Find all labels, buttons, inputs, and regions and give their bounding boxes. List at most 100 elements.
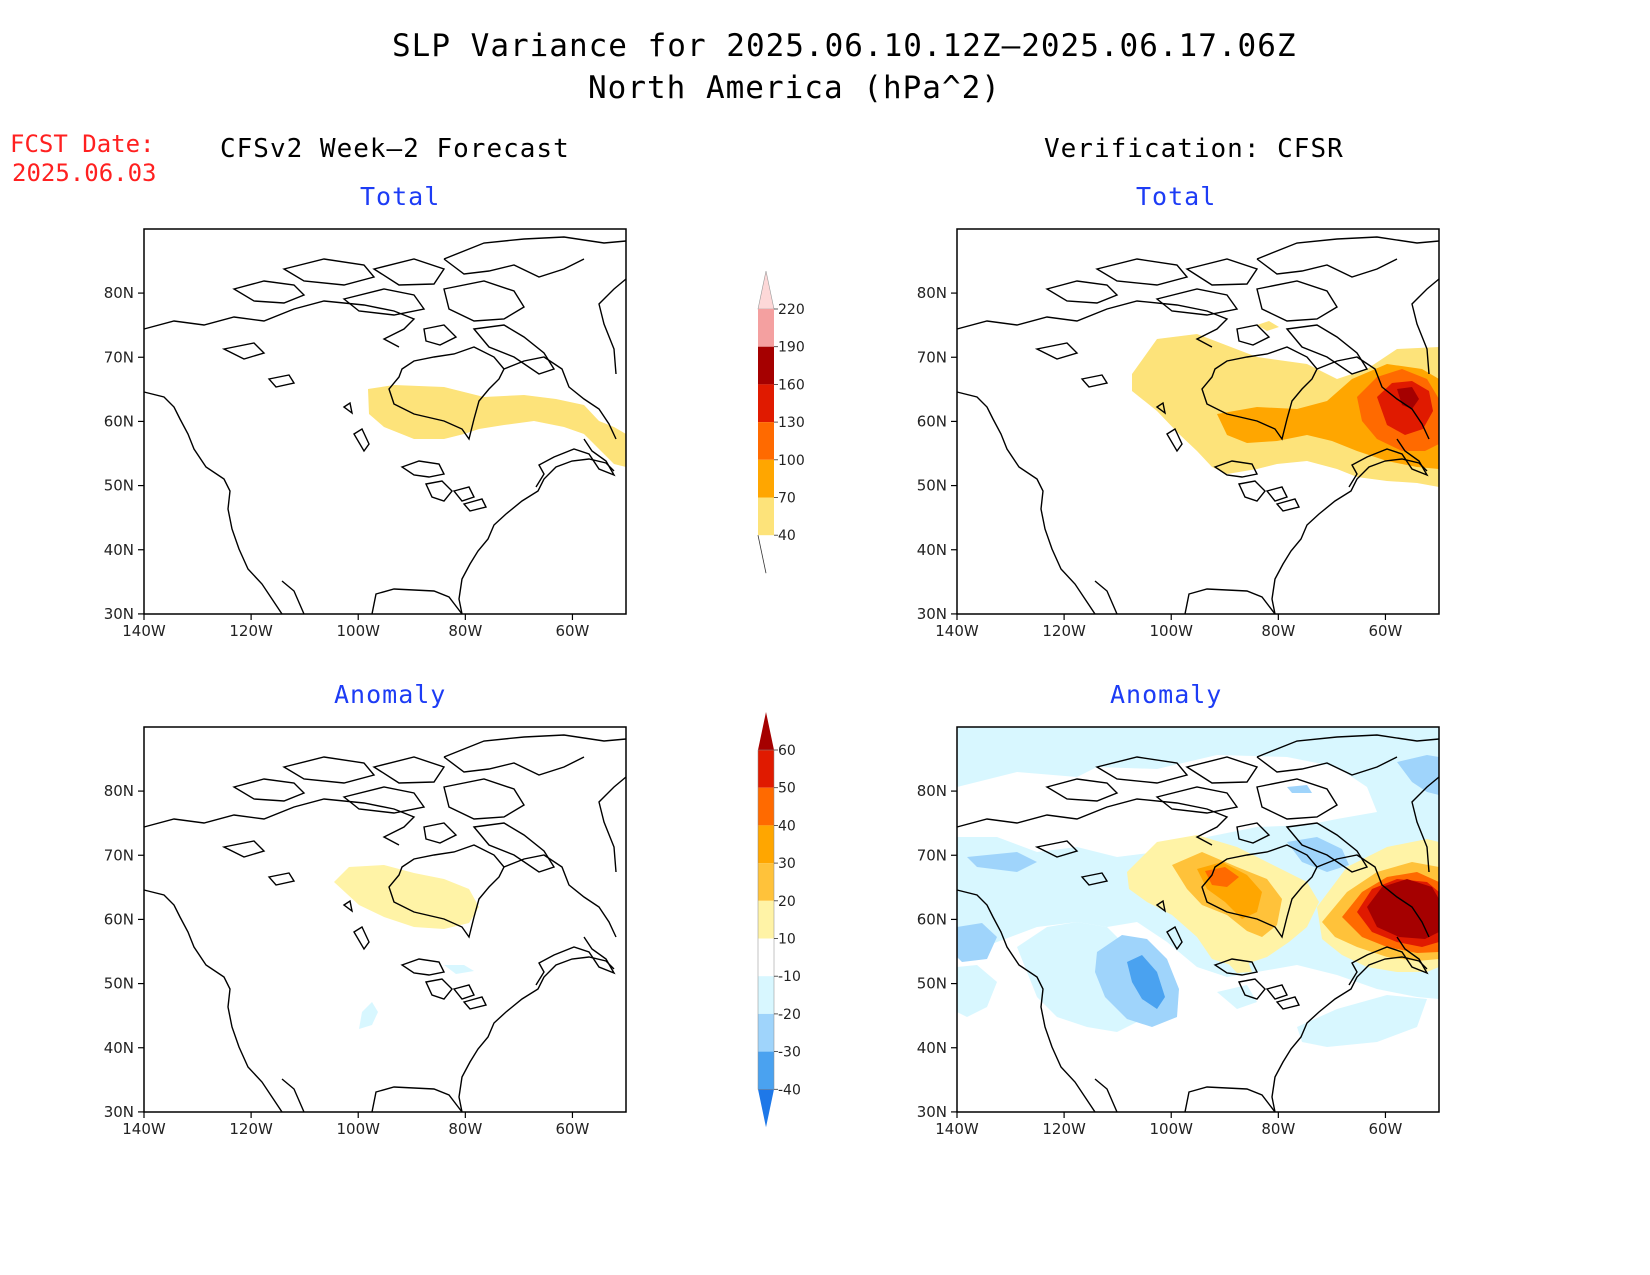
lon-tick-label: 100W bbox=[1149, 1120, 1193, 1138]
colorbar-swatch bbox=[758, 900, 774, 939]
colorbar-swatch bbox=[758, 1013, 774, 1052]
lat-tick-label: 60N bbox=[104, 412, 134, 430]
lon-tick-label: 60W bbox=[555, 622, 589, 640]
colorbar-swatch bbox=[758, 459, 774, 498]
colorbar-arrow-top bbox=[757, 270, 775, 310]
colorbar-label: 160 bbox=[778, 377, 805, 393]
lat-tick-label: 40N bbox=[917, 1039, 947, 1057]
forecast-total-map bbox=[143, 228, 627, 615]
lat-tick-label: 50N bbox=[917, 477, 947, 495]
verification-anomaly-title: Anomaly bbox=[1110, 680, 1223, 709]
lat-tick-label: 40N bbox=[104, 1039, 134, 1057]
lon-tick-label: 100W bbox=[336, 622, 380, 640]
lat-tick-label: 70N bbox=[917, 348, 947, 366]
lat-tick-label: 60N bbox=[917, 910, 947, 928]
lon-tick-label: 80W bbox=[1261, 622, 1295, 640]
verification-total-title: Total bbox=[1136, 182, 1217, 211]
colorbar-label: 190 bbox=[778, 340, 805, 356]
verification-anomaly-fill bbox=[957, 755, 1439, 1112]
colorbar-label: 30 bbox=[778, 856, 796, 872]
colorbar-swatch bbox=[758, 346, 774, 385]
lon-tick-label: 80W bbox=[448, 622, 482, 640]
forecast-column-title: CFSv2 Week–2 Forecast bbox=[220, 134, 570, 164]
colorbar-label: -10 bbox=[778, 969, 801, 985]
colorbar-label: 40 bbox=[778, 818, 796, 834]
lat-tick-label: 80N bbox=[104, 782, 134, 800]
lat-tick-label: 70N bbox=[917, 846, 947, 864]
lat-tick-label: 30N bbox=[104, 605, 134, 623]
colorbar-label: 40 bbox=[778, 528, 796, 544]
colorbar-label: 220 bbox=[778, 302, 805, 318]
lat-tick-label: 70N bbox=[104, 348, 134, 366]
lat-tick-label: 50N bbox=[104, 477, 134, 495]
colorbar-label: 20 bbox=[778, 894, 796, 910]
lon-tick-label: 80W bbox=[448, 1120, 482, 1138]
chart-subtitle: North America (hPa^2) bbox=[588, 70, 1001, 106]
lon-tick-label: 120W bbox=[229, 1120, 273, 1138]
lat-tick-label: 60N bbox=[104, 910, 134, 928]
forecast-anomaly-map bbox=[143, 726, 627, 1113]
lat-tick-label: 60N bbox=[917, 412, 947, 430]
colorbar-label: 50 bbox=[778, 781, 796, 797]
colorbar-label: -30 bbox=[778, 1045, 801, 1061]
colorbar-swatch bbox=[758, 384, 774, 423]
anomaly-colorbar: 60 50 40 30 20 10 -10 -20 -30 -40 bbox=[757, 712, 801, 1128]
colorbar-swatch bbox=[758, 497, 774, 536]
lon-tick-label: 140W bbox=[935, 622, 979, 640]
colorbar-swatch bbox=[758, 976, 774, 1014]
colorbar-swatch bbox=[758, 863, 774, 901]
lon-tick-label: 60W bbox=[1368, 1120, 1402, 1138]
forecast-anomaly-positive-region bbox=[334, 865, 479, 929]
lon-tick-label: 100W bbox=[336, 1120, 380, 1138]
colorbar-label: 60 bbox=[778, 743, 796, 759]
lon-tick-label: 120W bbox=[1042, 622, 1086, 640]
colorbar-label: -40 bbox=[778, 1082, 801, 1098]
forecast-anomaly-negative-region bbox=[359, 1002, 378, 1029]
lat-tick-label: 40N bbox=[917, 541, 947, 559]
colorbar-swatch bbox=[758, 938, 774, 977]
lat-tick-label: 30N bbox=[104, 1103, 134, 1121]
fcst-date-value: 2025.06.03 bbox=[12, 159, 157, 187]
colorbar-swatch bbox=[758, 825, 774, 864]
colorbar-label: 100 bbox=[778, 453, 805, 469]
colorbar-label: 130 bbox=[778, 415, 805, 431]
colorbar-swatch bbox=[758, 309, 774, 347]
lat-tick-label: 50N bbox=[104, 975, 134, 993]
lon-tick-label: 140W bbox=[935, 1120, 979, 1138]
forecast-total-title: Total bbox=[360, 182, 441, 211]
colorbar-label: 10 bbox=[778, 932, 796, 948]
lon-tick-label: 120W bbox=[229, 622, 273, 640]
lon-tick-label: 60W bbox=[1368, 622, 1402, 640]
verification-anomaly-map bbox=[956, 726, 1440, 1113]
lon-tick-label: 140W bbox=[122, 1120, 166, 1138]
colorbar-swatch bbox=[758, 787, 774, 826]
verification-total-map bbox=[956, 228, 1440, 615]
chart-title: SLP Variance for 2025.06.10.12Z–2025.06.… bbox=[392, 28, 1297, 64]
lat-tick-label: 30N bbox=[917, 605, 947, 623]
lat-tick-label: 50N bbox=[917, 975, 947, 993]
lon-tick-label: 60W bbox=[555, 1120, 589, 1138]
verification-total-variance-fill bbox=[1132, 321, 1439, 487]
colorbar-label: 70 bbox=[778, 491, 796, 507]
forecast-total-variance-40-70-region bbox=[368, 385, 626, 467]
lat-tick-label: 80N bbox=[917, 284, 947, 302]
lon-tick-label: 80W bbox=[1261, 1120, 1295, 1138]
lat-tick-label: 70N bbox=[104, 846, 134, 864]
lat-tick-label: 40N bbox=[104, 541, 134, 559]
colorbar-arrow-bottom bbox=[757, 535, 767, 574]
colorbar-swatch bbox=[758, 422, 774, 460]
lon-tick-label: 100W bbox=[1149, 622, 1193, 640]
total-colorbar: 220 190 160 130 100 70 40 bbox=[757, 270, 805, 574]
forecast-anomaly-title: Anomaly bbox=[334, 680, 447, 709]
colorbar-swatch bbox=[758, 750, 774, 788]
lat-tick-label: 80N bbox=[104, 284, 134, 302]
lon-tick-label: 120W bbox=[1042, 1120, 1086, 1138]
colorbar-arrow-top bbox=[758, 712, 774, 750]
colorbar-arrow-bottom bbox=[758, 1089, 774, 1128]
colorbar-swatch bbox=[758, 1051, 774, 1090]
colorbar-label: -20 bbox=[778, 1007, 801, 1023]
fcst-date-label: FCST Date: bbox=[10, 130, 155, 158]
lat-tick-label: 80N bbox=[917, 782, 947, 800]
